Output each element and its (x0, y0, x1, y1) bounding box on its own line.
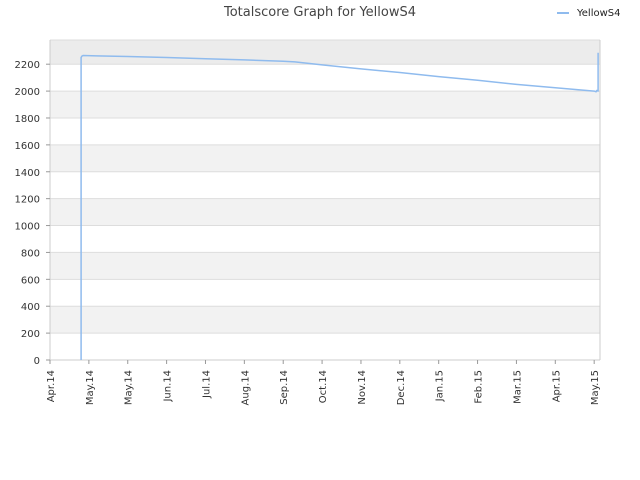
x-tick-label: May.14 (124, 370, 135, 405)
plot-band (50, 279, 600, 307)
y-tick-label: 1600 (15, 141, 40, 152)
y-tick-label: 2200 (15, 60, 40, 71)
y-tick-label: 0 (34, 356, 40, 367)
x-tick-label: Oct.14 (318, 370, 329, 403)
y-tick-label: 1400 (15, 168, 40, 179)
plot-band (50, 225, 600, 253)
plot-band (50, 91, 600, 118)
x-tick-label: Dec.14 (396, 370, 407, 405)
grid-lines (50, 39, 600, 361)
x-tick-label: May.14 (85, 370, 96, 405)
y-tick-label: 800 (21, 248, 40, 259)
plot-band (50, 144, 600, 172)
legend[interactable]: YellowS4 (557, 8, 621, 19)
plot-band (50, 40, 600, 65)
x-axis-ticks: Apr.14 May.14 May.14 Jun.14 Jul.14 Aug.14 Sep.… (46, 360, 601, 405)
series-layer (80, 52, 599, 360)
y-tick-label: 200 (21, 329, 40, 340)
legend-label: YellowS4 (576, 8, 621, 19)
plot-band (50, 171, 600, 199)
x-tick-label: Jul.14 (201, 370, 212, 399)
x-tick-label: Jun.14 (163, 370, 174, 403)
chart-title: Totalscore Graph for YellowS4 (223, 5, 416, 20)
x-tick-label: Sep.14 (279, 370, 290, 405)
plot-band (50, 306, 600, 334)
x-tick-label: Aug.14 (240, 370, 251, 405)
series-line (80, 52, 599, 360)
plot-band (50, 117, 600, 145)
plot-band (50, 64, 600, 92)
x-tick-label: Nov.14 (357, 370, 368, 405)
y-tick-label: 1200 (15, 195, 40, 206)
y-tick-label: 1800 (15, 114, 40, 125)
y-tick-label: 2000 (15, 87, 40, 98)
plot-background (50, 40, 600, 360)
plot-band (50, 252, 600, 280)
plot-band (50, 333, 600, 360)
plot-band (50, 198, 600, 226)
y-tick-label: 1000 (15, 222, 40, 233)
x-tick-label: Apr.14 (46, 370, 57, 402)
x-tick-label: Jan.15 (435, 370, 446, 402)
y-axis-ticks: 0 200 400 600 800 1000 1200 1400 1600 1800 2000 220… (15, 60, 50, 367)
x-tick-label: Feb.15 (474, 370, 485, 404)
x-tick-label: Mar.15 (512, 370, 523, 404)
x-tick-label: May.15 (590, 370, 601, 405)
y-tick-label: 400 (21, 302, 40, 313)
y-tick-label: 600 (21, 275, 40, 286)
x-tick-label: Apr.15 (551, 370, 562, 402)
